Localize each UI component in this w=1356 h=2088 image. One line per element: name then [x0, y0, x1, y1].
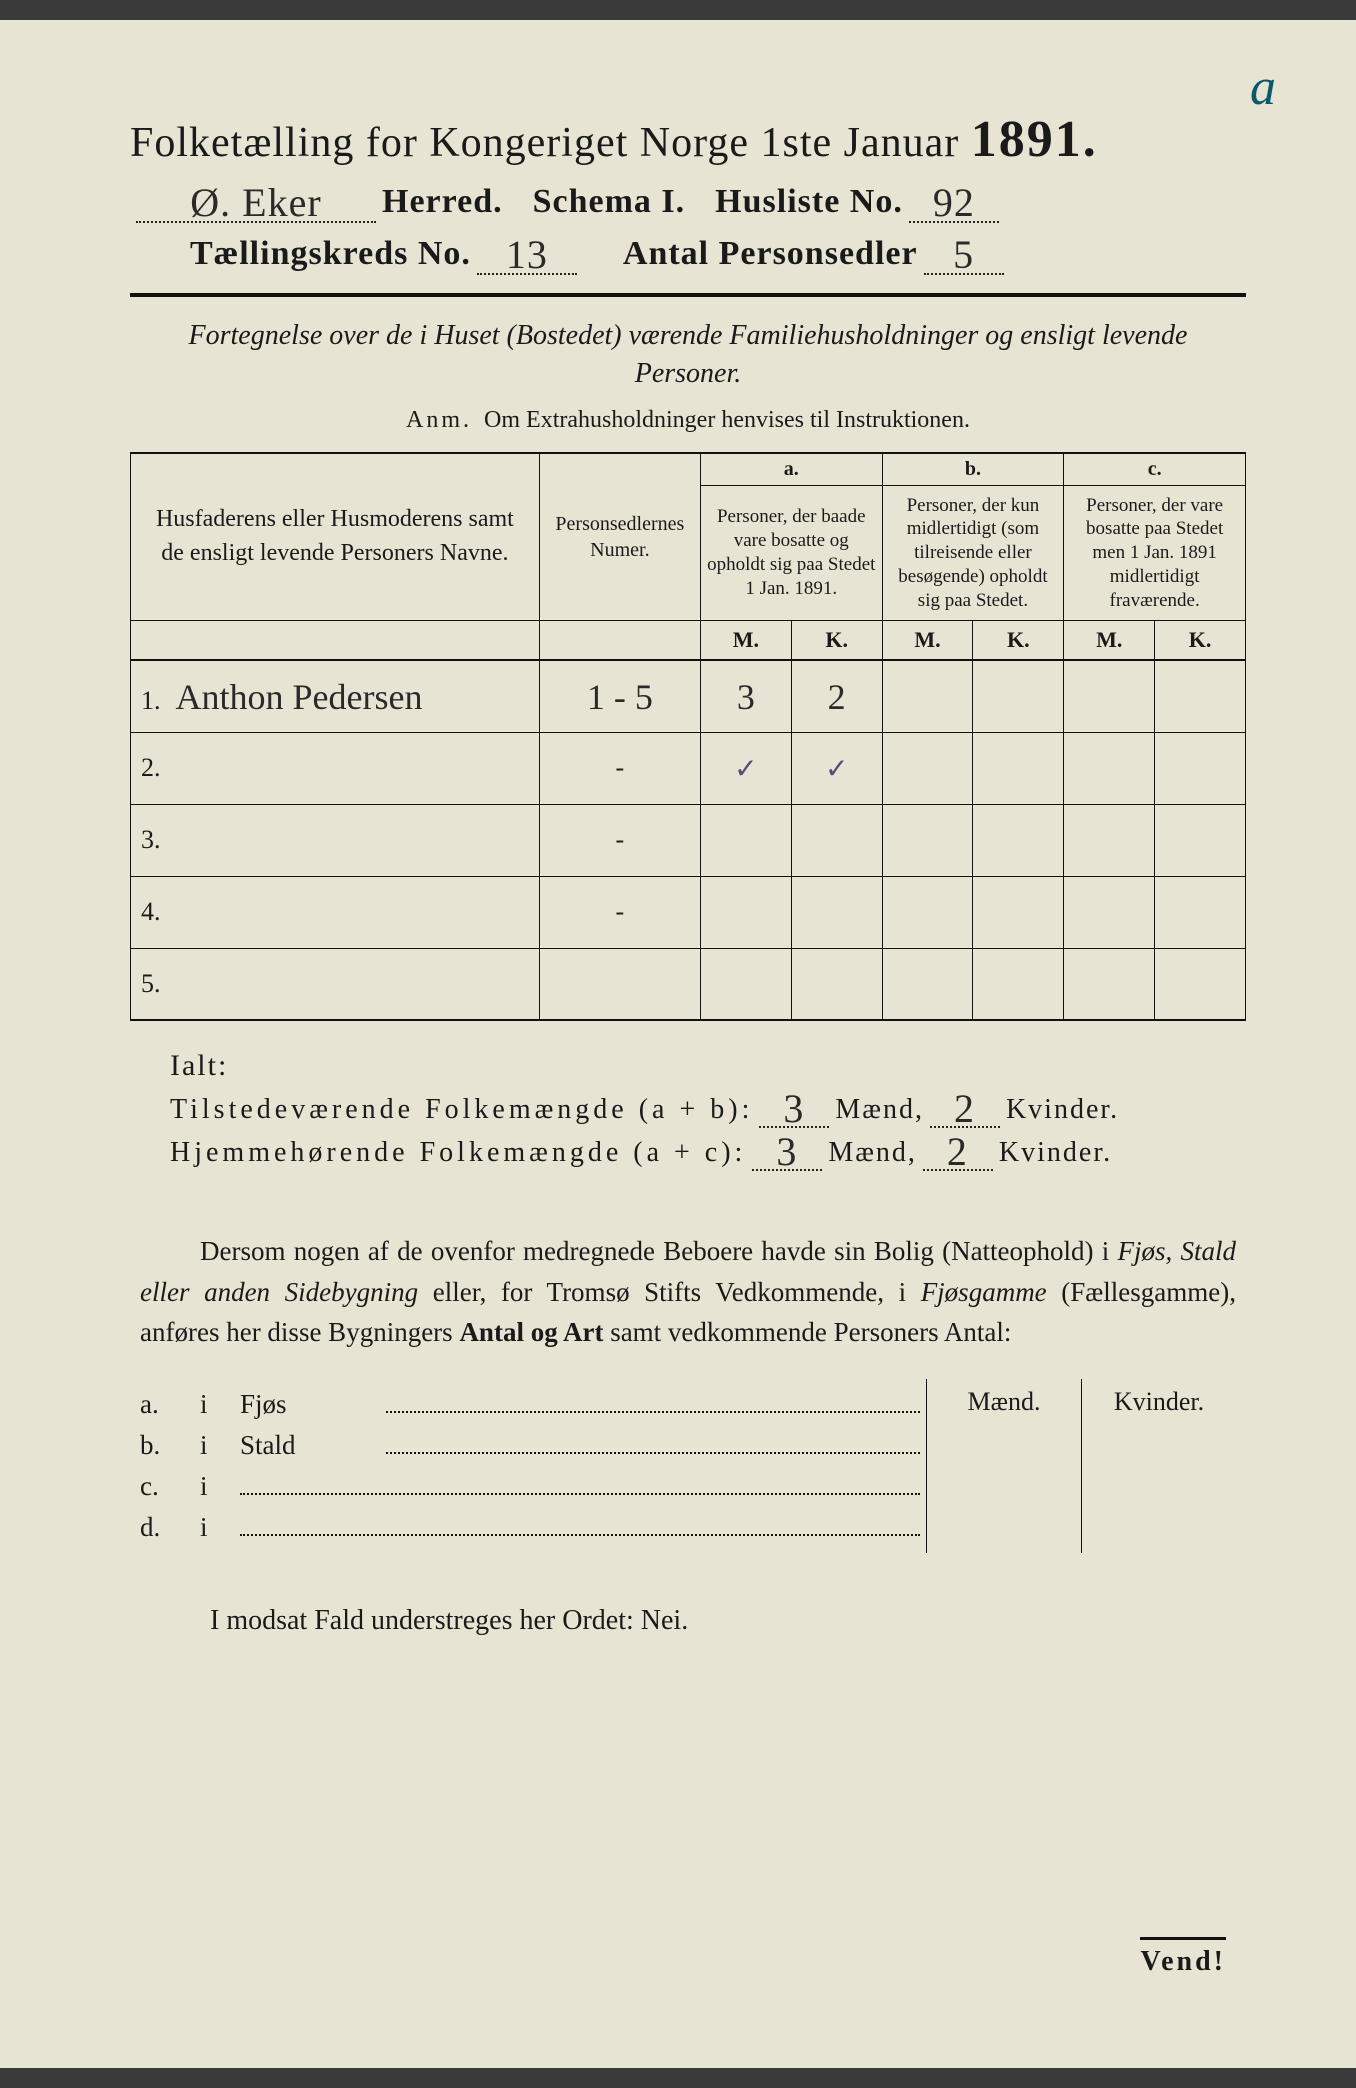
col-num-header: Personsedlernes Numer.	[539, 453, 700, 621]
husliste-label: Husliste No.	[715, 183, 903, 221]
col-c-header: Personer, der vare bosatte paa Stedet me…	[1064, 485, 1246, 621]
table-row: 1. Anthon Pedersen 1 - 5 3 2	[131, 660, 1246, 732]
ialt-label: Ialt:	[170, 1049, 1246, 1083]
herred-label: Herred.	[382, 183, 503, 221]
household-table: Husfaderens eller Husmoderens samt de en…	[130, 452, 1246, 1022]
table-row: 5.	[131, 948, 1246, 1020]
husliste-value: 92	[933, 180, 975, 225]
main-title: Folketælling for Kongeriget Norge 1ste J…	[130, 110, 1246, 169]
header-line-3: Tællingskreds No. 13 Antal Personsedler …	[130, 235, 1246, 275]
col-a-header: Personer, der baade vare bosatte og opho…	[700, 485, 882, 621]
schema-label: Schema I.	[533, 183, 686, 221]
herred-value: Ø. Eker	[190, 180, 321, 225]
group-b: b.	[882, 453, 1064, 486]
anm-text: Om Extrahusholdninger henvises til Instr…	[484, 407, 970, 433]
group-a: a.	[700, 453, 882, 486]
kvinder-col: Kvinder.	[1081, 1379, 1236, 1553]
subtitle: Fortegnelse over de i Huset (Bostedet) v…	[170, 317, 1206, 393]
building-row: a. i Fjøs	[140, 1389, 926, 1420]
total-ac: Hjemmehørende Folkemængde (a + c): 3 Mæn…	[170, 1136, 1246, 1171]
group-c: c.	[1064, 453, 1246, 486]
buildings-rows: a. i Fjøs b. i Stald c. i d. i	[140, 1379, 926, 1553]
c-m: M.	[1064, 621, 1155, 661]
col-names-header: Husfaderens eller Husmoderens samt de en…	[131, 453, 540, 621]
b-m: M.	[882, 621, 973, 661]
maend-col: Mænd.	[926, 1379, 1081, 1553]
table-row: 4. -	[131, 876, 1246, 948]
buildings-section: a. i Fjøs b. i Stald c. i d. i	[140, 1379, 1236, 1553]
anm-label: Anm.	[406, 407, 472, 433]
building-row: b. i Stald	[140, 1430, 926, 1461]
c-k: K.	[1155, 621, 1246, 661]
header-line-2: Ø. Eker Herred. Schema I. Husliste No. 9…	[130, 183, 1246, 223]
nei-line: I modsat Fald understreges her Ordet: Ne…	[210, 1605, 1246, 1637]
title-year: 1891.	[971, 111, 1098, 168]
a-k: K.	[791, 621, 882, 661]
paragraph: Dersom nogen af de ovenfor medregnede Be…	[140, 1231, 1236, 1353]
corner-annotation: a	[1250, 58, 1276, 117]
building-row: c. i	[140, 1471, 926, 1502]
b-k: K.	[973, 621, 1064, 661]
divider	[130, 293, 1246, 297]
kreds-value: 13	[506, 232, 548, 277]
table-row: 3. -	[131, 804, 1246, 876]
antal-label: Antal Personsedler	[623, 235, 918, 273]
row1-name: Anthon Pedersen	[176, 677, 423, 717]
kreds-label: Tællingskreds No.	[190, 235, 471, 273]
annotation-note: Anm. Om Extrahusholdninger henvises til …	[130, 407, 1246, 434]
building-row: d. i	[140, 1512, 926, 1543]
total-ab: Tilstedeværende Folkemængde (a + b): 3 M…	[170, 1093, 1246, 1128]
vend-label: Vend!	[1140, 1937, 1226, 1978]
buildings-cols: Mænd. Kvinder.	[926, 1379, 1236, 1553]
a-m: M.	[700, 621, 791, 661]
col-b-header: Personer, der kun midlertidigt (som tilr…	[882, 485, 1064, 621]
antal-value: 5	[953, 232, 974, 277]
title-prefix: Folketælling for Kongeriget Norge 1ste J…	[130, 120, 959, 166]
census-form-page: a Folketælling for Kongeriget Norge 1ste…	[0, 20, 1356, 2068]
table-row: 2. - ✓ ✓	[131, 732, 1246, 804]
